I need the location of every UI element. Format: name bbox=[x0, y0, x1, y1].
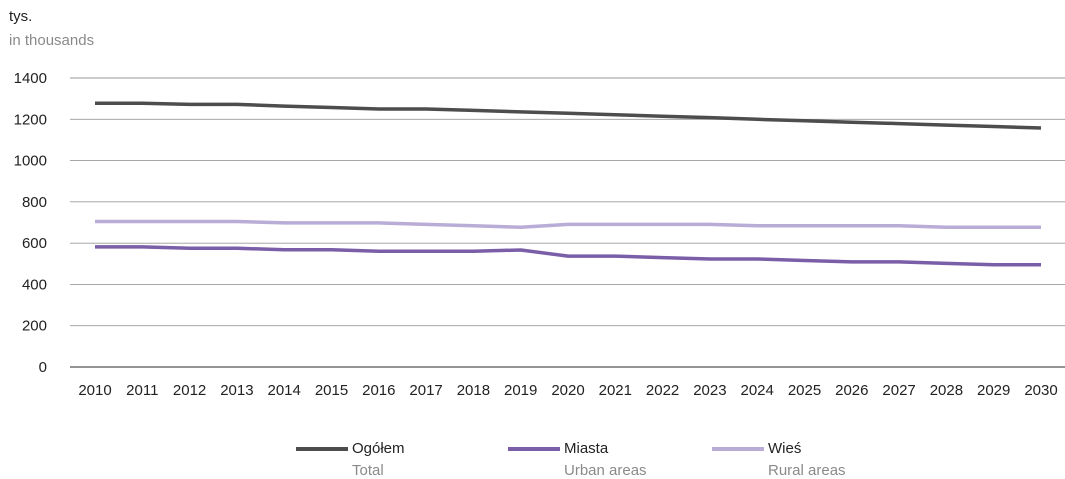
x-tick-label: 2011 bbox=[126, 382, 158, 399]
x-tick-label: 2016 bbox=[362, 382, 395, 399]
y-tick-label: 800 bbox=[22, 194, 47, 211]
x-tick-label: 2013 bbox=[220, 382, 253, 399]
x-tick-label: 2010 bbox=[78, 382, 111, 399]
legend-swatch-rural bbox=[712, 447, 764, 451]
legend-label-rural: Wieś bbox=[768, 440, 802, 457]
series-lines bbox=[95, 101, 1042, 267]
y-tick-labels: 0 200 400 600 800 1000 1200 1400 bbox=[14, 70, 47, 376]
y-tick-label: 1200 bbox=[14, 111, 47, 128]
x-tick-label: 2030 bbox=[1024, 382, 1057, 399]
y-unit-label: tys. bbox=[9, 8, 33, 25]
legend: Ogółem Total Miasta Urban areas Wieś Rur… bbox=[0, 440, 1065, 479]
x-tick-label: 2019 bbox=[504, 382, 537, 399]
y-tick-label: 600 bbox=[22, 235, 47, 252]
y-tick-label: 1000 bbox=[14, 153, 47, 170]
y-tick-label: 0 bbox=[39, 359, 47, 376]
x-tick-label: 2020 bbox=[551, 382, 584, 399]
x-tick-label: 2014 bbox=[268, 382, 301, 399]
series-line-urban bbox=[95, 245, 1041, 267]
x-tick-label: 2018 bbox=[457, 382, 490, 399]
y-unit-label-en: in thousands bbox=[9, 32, 95, 49]
series-line-total bbox=[95, 101, 1042, 130]
legend-label-urban-en: Urban areas bbox=[564, 462, 647, 479]
x-tick-label: 2021 bbox=[599, 382, 632, 399]
x-tick-label: 2022 bbox=[646, 382, 679, 399]
legend-label-urban: Miasta bbox=[564, 440, 609, 457]
x-tick-label: 2027 bbox=[882, 382, 915, 399]
x-tick-labels: 2010 2011 2012 2013 2014 2015 2016 2017 2018 2019… bbox=[78, 382, 1057, 399]
legend-label-total: Ogółem bbox=[352, 440, 405, 457]
legend-label-total-en: Total bbox=[352, 462, 384, 479]
x-tick-label: 2028 bbox=[930, 382, 963, 399]
x-tick-label: 2024 bbox=[741, 382, 774, 399]
series-line-rural bbox=[95, 219, 1041, 229]
legend-swatch-total bbox=[296, 447, 348, 451]
y-tick-label: 400 bbox=[22, 276, 47, 293]
x-tick-label: 2023 bbox=[693, 382, 726, 399]
x-tick-label: 2015 bbox=[315, 382, 348, 399]
x-tick-label: 2025 bbox=[788, 382, 821, 399]
grid-lines bbox=[70, 77, 1065, 368]
legend-swatch-urban bbox=[508, 447, 560, 451]
x-tick-label: 2012 bbox=[173, 382, 206, 399]
x-tick-label: 2029 bbox=[977, 382, 1010, 399]
y-tick-label: 1400 bbox=[14, 70, 47, 87]
x-tick-label: 2026 bbox=[835, 382, 868, 399]
legend-label-rural-en: Rural areas bbox=[768, 462, 846, 479]
x-tick-label: 2017 bbox=[409, 382, 442, 399]
y-tick-label: 200 bbox=[22, 318, 47, 335]
